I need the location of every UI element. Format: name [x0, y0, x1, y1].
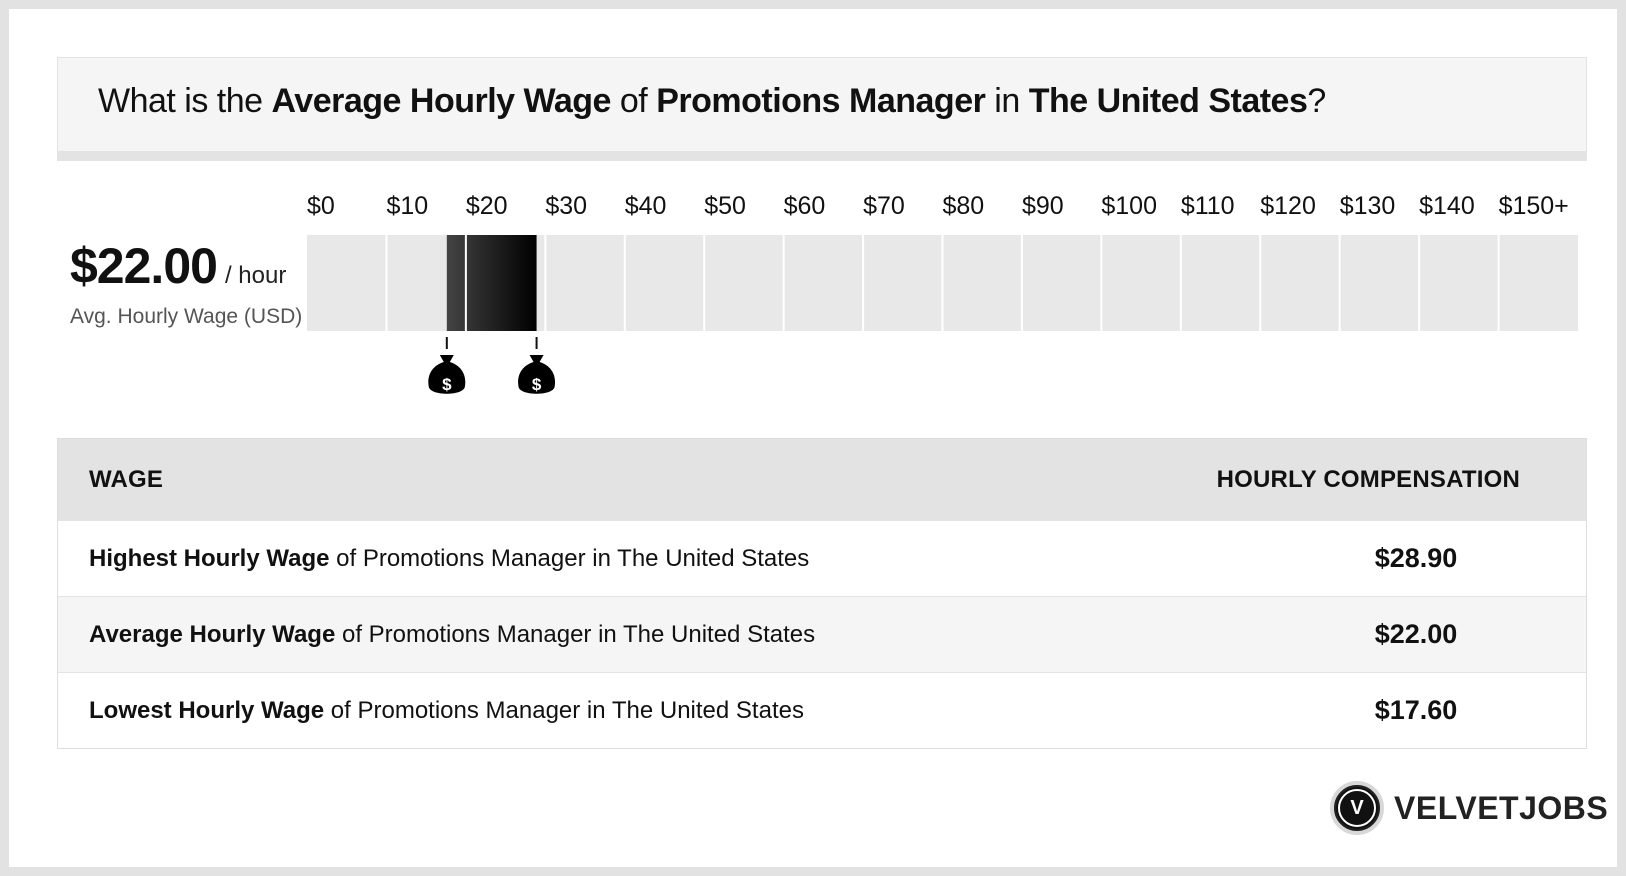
tick-labels: $0 $10 $20 $30 $40 $50 $60 $70 $80 $90 $100 $110 $12… — [307, 192, 1569, 220]
wage-range-bar — [446, 235, 537, 331]
tick-label: $60 — [784, 192, 826, 220]
tick-label: $80 — [943, 192, 985, 220]
wage-range-chart: $0 $10 $20 $30 $40 $50 $60 $70 $80 $90 $100 $110 $12… — [307, 192, 1578, 394]
row-label: Highest Hourly Wage — [89, 544, 330, 572]
row-label: Average Hourly Wage — [89, 620, 336, 648]
money-bag-icon: $ — [428, 337, 466, 394]
money-bag-icon: $ — [518, 337, 556, 394]
money-bag-shape — [428, 355, 466, 394]
tick-label: $150+ — [1499, 192, 1569, 220]
title-in: in — [985, 82, 1029, 120]
row-label: Lowest Hourly Wage — [89, 696, 325, 724]
page-title: What is the Average Hourly Wage of Promo… — [98, 82, 1326, 121]
average-value: $22.00 — [70, 238, 218, 294]
title-metric: Average Hourly Wage — [271, 82, 612, 120]
header-compensation: HOURLY COMPENSATION — [1216, 465, 1520, 493]
wage-range — [385, 235, 1500, 331]
row-description: Lowest Hourly Wage of Promotions Manager… — [89, 697, 804, 725]
row-text: of Promotions Manager in The United Stat… — [335, 620, 816, 648]
tick-label: $110 — [1181, 192, 1235, 220]
tick-label: $130 — [1340, 192, 1396, 220]
money-bag-shape — [518, 355, 556, 394]
marker-symbol: $ — [442, 375, 452, 394]
logo-letter: V — [1338, 789, 1376, 827]
row-value: $22.00 — [1374, 619, 1458, 649]
average-caption: Avg. Hourly Wage (USD) — [70, 305, 303, 328]
average-summary: $22.00/ hour Avg. Hourly Wage (USD) — [70, 237, 302, 329]
table-row: Lowest Hourly Wage of Promotions Manager… — [58, 672, 1586, 748]
row-text: of Promotions Manager in The United Stat… — [324, 696, 804, 724]
tick-label: $20 — [466, 192, 508, 220]
tick-label: $40 — [625, 192, 667, 220]
title-box: What is the Average Hourly Wage of Promo… — [57, 57, 1587, 161]
title-job: Promotions Manager — [656, 82, 986, 120]
table-row: Average Hourly Wage of Promotions Manage… — [58, 596, 1586, 672]
title-suffix: ? — [1307, 82, 1326, 120]
row-value: $17.60 — [1374, 695, 1458, 725]
title-of: of — [610, 82, 657, 120]
row-text: of Promotions Manager in The United Stat… — [329, 544, 810, 572]
tick-label: $0 — [307, 192, 335, 220]
row-description: Highest Hourly Wage of Promotions Manage… — [89, 545, 809, 573]
wage-table: WAGE HOURLY COMPENSATION Highest Hourly … — [57, 438, 1587, 749]
brand: V VELVETJOBS — [1330, 781, 1608, 835]
tick-label: $70 — [863, 192, 905, 220]
average-unit: / hour — [224, 262, 287, 289]
marker-symbol: $ — [532, 375, 542, 394]
tick-label: $10 — [386, 192, 428, 220]
tick-label: $100 — [1101, 192, 1157, 220]
tick-label: $90 — [1022, 192, 1064, 220]
velvetjobs-logo-icon: V — [1330, 781, 1384, 835]
tick-label: $30 — [545, 192, 587, 220]
table-row: Highest Hourly Wage of Promotions Manage… — [58, 520, 1586, 596]
brand-name: VELVETJOBS — [1394, 789, 1609, 826]
row-description: Average Hourly Wage of Promotions Manage… — [89, 621, 815, 649]
header-wage: WAGE — [89, 465, 164, 493]
row-value: $28.90 — [1374, 543, 1458, 573]
tick-label: $120 — [1260, 192, 1316, 220]
table-header: WAGE HOURLY COMPENSATION — [58, 439, 1586, 520]
range-markers: $ $ — [428, 337, 556, 394]
tick-label: $50 — [704, 192, 746, 220]
title-location: The United States — [1028, 82, 1308, 120]
tick-label: $140 — [1419, 192, 1475, 220]
title-prefix: What is the — [98, 82, 272, 120]
